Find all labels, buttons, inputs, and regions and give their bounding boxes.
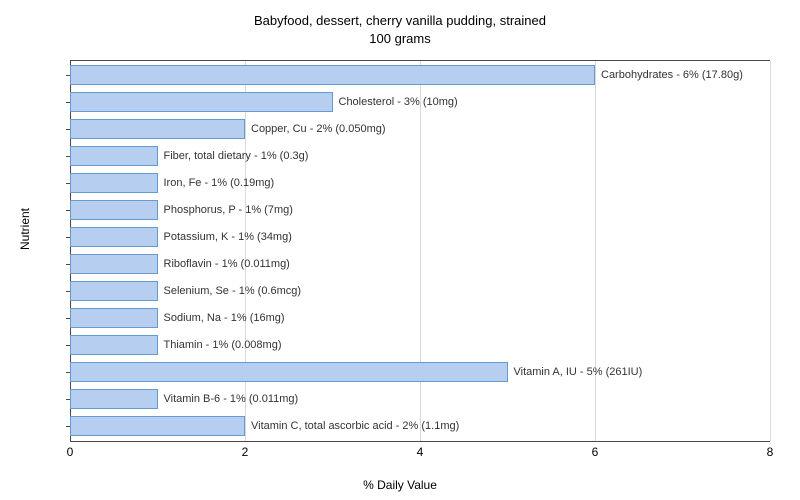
plot-area: 02468Carbohydrates - 6% (17.80g)Choleste… [70,60,770,442]
nutrient-bar-label: Carbohydrates - 6% (17.80g) [601,65,743,85]
gridline [595,61,596,441]
nutrient-bar [70,281,158,301]
nutrient-bar-label: Vitamin C, total ascorbic acid - 2% (1.1… [251,416,459,436]
nutrient-bar [70,308,158,328]
nutrient-bar-label: Potassium, K - 1% (34mg) [164,227,292,247]
nutrient-bar [70,362,508,382]
gridline [420,61,421,441]
nutrient-bar [70,416,245,436]
nutrient-bar [70,119,245,139]
nutrient-bar-label: Phosphorus, P - 1% (7mg) [164,200,293,220]
gridline [70,61,71,441]
gridline [245,61,246,441]
nutrient-bar-label: Fiber, total dietary - 1% (0.3g) [164,146,309,166]
nutrient-bar [70,173,158,193]
x-axis-label: % Daily Value [363,478,437,492]
nutrient-bar-label: Sodium, Na - 1% (16mg) [164,308,285,328]
nutrient-bar [70,200,158,220]
nutrient-bar [70,65,595,85]
nutrient-bar-label: Riboflavin - 1% (0.011mg) [164,254,290,274]
nutrient-bar [70,254,158,274]
nutrient-bar-label: Iron, Fe - 1% (0.19mg) [164,173,275,193]
nutrient-bar [70,92,333,112]
nutrient-bar-label: Cholesterol - 3% (10mg) [339,92,458,112]
chart-title-line2: 100 grams [0,30,800,48]
nutrient-chart: Babyfood, dessert, cherry vanilla puddin… [0,0,800,500]
chart-title-line1: Babyfood, dessert, cherry vanilla puddin… [0,12,800,30]
x-tick-label: 8 [767,445,774,459]
x-tick-label: 6 [592,445,599,459]
x-tick-label: 2 [242,445,249,459]
nutrient-bar [70,227,158,247]
y-axis-label: Nutrient [18,208,32,250]
nutrient-bar [70,335,158,355]
nutrient-bar-label: Thiamin - 1% (0.008mg) [164,335,282,355]
gridline [770,61,771,441]
nutrient-bar-label: Vitamin B-6 - 1% (0.011mg) [164,389,299,409]
nutrient-bar [70,146,158,166]
nutrient-bar-label: Copper, Cu - 2% (0.050mg) [251,119,386,139]
x-tick-label: 0 [67,445,74,459]
x-tick-label: 4 [417,445,424,459]
chart-title: Babyfood, dessert, cherry vanilla puddin… [0,0,800,48]
nutrient-bar-label: Vitamin A, IU - 5% (261IU) [514,362,643,382]
nutrient-bar [70,389,158,409]
nutrient-bar-label: Selenium, Se - 1% (0.6mcg) [164,281,302,301]
